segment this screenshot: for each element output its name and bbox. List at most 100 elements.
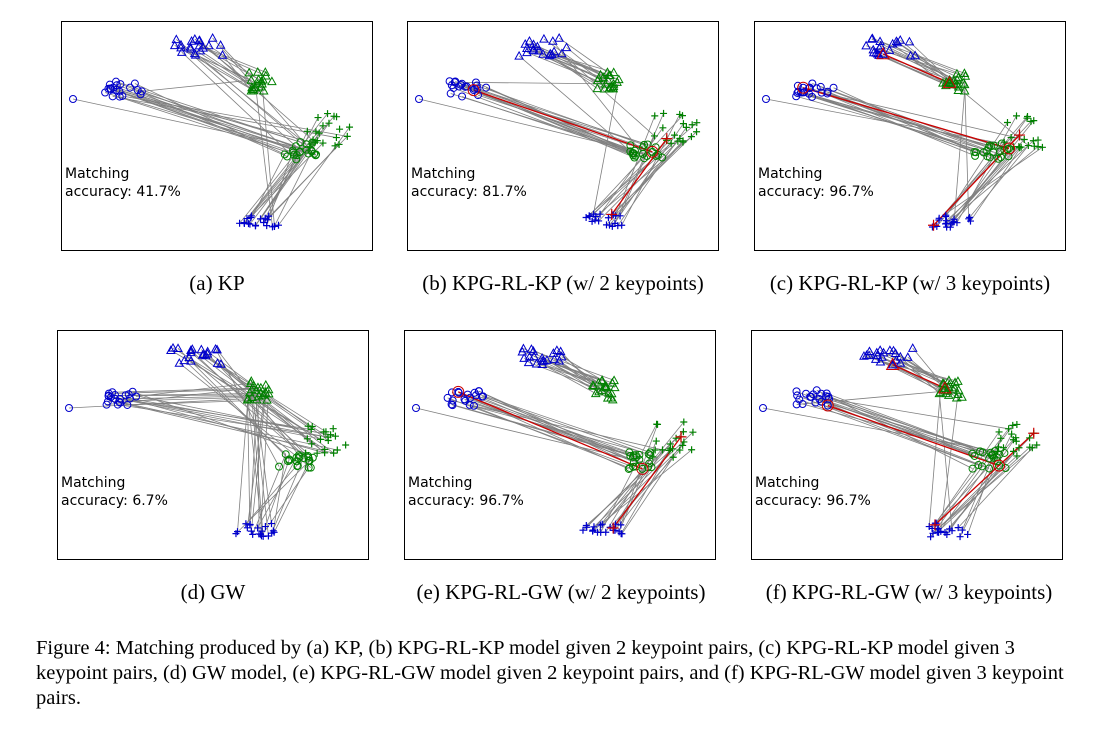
- target-point: [606, 388, 617, 398]
- target-point: [1024, 142, 1032, 150]
- source-point: [257, 215, 265, 223]
- target-point: [1010, 447, 1018, 455]
- keypoint-target: [675, 431, 687, 443]
- source-point: [249, 530, 257, 538]
- match-line: [115, 81, 307, 145]
- target-point: [631, 151, 640, 160]
- accuracy-label-line2: accuracy: 41.7%: [65, 184, 181, 200]
- match-line: [872, 38, 965, 74]
- keypoint-source: [928, 219, 940, 231]
- target-point: [260, 67, 271, 76]
- source-point: [967, 217, 975, 225]
- source-point: [454, 388, 463, 397]
- source-point: [195, 45, 206, 55]
- source-point: [518, 343, 529, 353]
- target-point: [319, 122, 327, 130]
- target-point: [609, 375, 619, 385]
- source-point: [215, 40, 226, 49]
- target-point: [1007, 134, 1015, 142]
- matching-plot-a: Matching accuracy: 41.7%: [61, 21, 373, 251]
- accuracy-label-line1: Matching: [758, 166, 822, 182]
- target-point: [659, 446, 667, 454]
- source-point: [805, 89, 814, 98]
- source-point: [194, 35, 205, 44]
- target-point: [960, 71, 971, 80]
- target-point: [674, 137, 682, 145]
- source-point: [816, 82, 825, 91]
- source-point: [212, 358, 223, 367]
- match-line: [586, 448, 673, 526]
- target-point: [630, 146, 639, 155]
- source-point: [823, 89, 832, 98]
- source-point: [808, 79, 817, 88]
- target-point: [267, 76, 277, 86]
- source-point: [190, 49, 201, 59]
- target-point: [1023, 112, 1031, 120]
- target-point: [688, 121, 696, 129]
- target-point: [997, 434, 1005, 442]
- source-point: [478, 392, 487, 401]
- match-line: [137, 89, 315, 155]
- target-point: [599, 83, 610, 93]
- target-point: [660, 109, 668, 117]
- panel-b: Matching accuracy: 81.7%: [407, 21, 719, 251]
- target-point: [1000, 448, 1009, 457]
- source-point: [884, 45, 895, 54]
- match-line: [246, 151, 301, 219]
- target-point: [330, 449, 338, 457]
- source-point: [887, 359, 898, 369]
- target-point: [307, 140, 315, 148]
- source-point: [186, 355, 196, 365]
- target-point: [292, 155, 301, 164]
- target-point: [608, 81, 619, 91]
- source-point: [796, 88, 805, 97]
- markers: [65, 342, 350, 540]
- match-line: [969, 145, 1029, 218]
- source-point: [864, 346, 875, 356]
- source-point: [470, 84, 479, 93]
- match-line: [190, 349, 310, 462]
- match-line: [205, 355, 334, 454]
- target-point: [968, 449, 977, 458]
- match-line: [762, 407, 995, 452]
- source-point: [950, 218, 958, 226]
- source-point: [602, 221, 610, 229]
- target-point: [1038, 143, 1046, 151]
- source-point: [590, 523, 598, 531]
- source-point: [954, 524, 962, 532]
- target-point: [970, 147, 979, 156]
- keypoint-target: [661, 133, 673, 145]
- source-point: [822, 389, 831, 398]
- accuracy-label-line2: accuracy: 96.7%: [758, 184, 874, 200]
- source-point: [448, 401, 457, 410]
- source-point: [941, 528, 949, 536]
- target-point: [667, 139, 675, 147]
- panel-caption-a: (a) KP: [189, 271, 245, 295]
- target-point: [258, 389, 269, 399]
- source-point: [448, 396, 457, 405]
- target-point: [1009, 436, 1017, 444]
- source-point: [443, 393, 452, 402]
- match-line: [119, 398, 329, 441]
- markers: [759, 343, 1041, 541]
- source-point: [596, 521, 604, 529]
- target-point: [304, 463, 313, 472]
- source-point: [111, 395, 120, 404]
- target-point: [321, 449, 329, 457]
- target-point: [263, 388, 274, 398]
- target-point: [612, 77, 622, 86]
- source-point: [446, 89, 455, 98]
- source-point: [611, 219, 619, 227]
- source-point: [458, 92, 467, 101]
- matching-plot-e: Matching accuracy: 96.7%: [404, 330, 716, 560]
- target-point: [293, 461, 302, 470]
- target-point: [669, 453, 677, 461]
- source-point: [108, 92, 117, 101]
- source-point: [456, 80, 465, 89]
- target-point: [608, 67, 619, 77]
- match-line: [199, 39, 253, 88]
- source-point: [263, 222, 271, 230]
- target-point: [985, 454, 994, 463]
- target-point: [295, 148, 304, 157]
- match-line: [278, 126, 350, 226]
